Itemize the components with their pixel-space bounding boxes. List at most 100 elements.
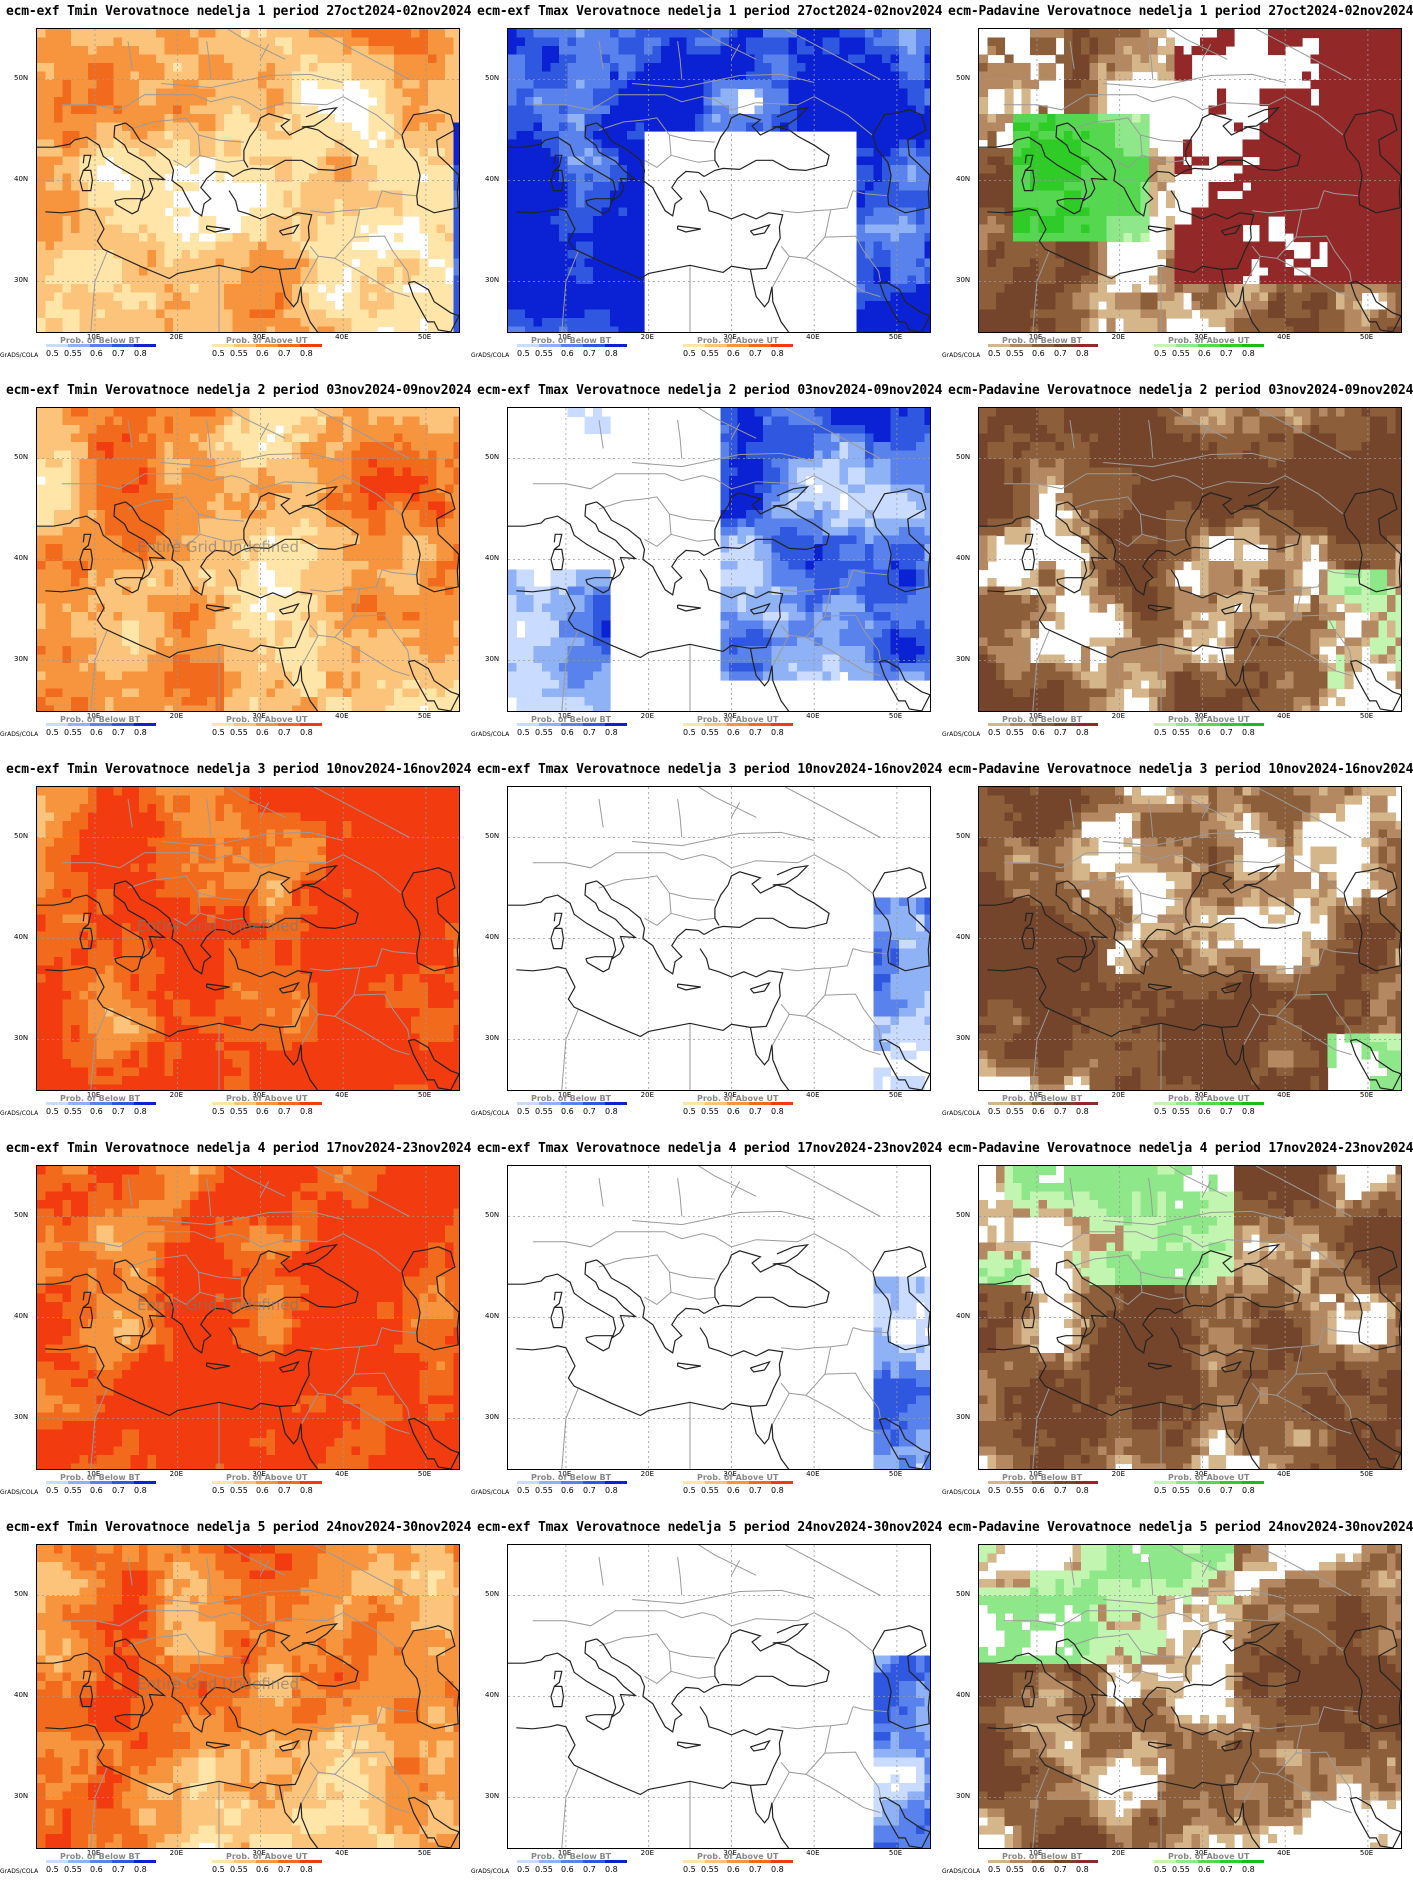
probability-cell — [627, 173, 637, 183]
panel-title: ecm-exf Tmin Verovatnoce nedelja 2 perio… — [6, 383, 471, 398]
probability-cell — [856, 173, 866, 183]
probability-cell — [351, 207, 361, 217]
probability-cell — [1242, 148, 1252, 158]
probability-cell — [996, 258, 1006, 268]
probability-cell — [453, 63, 459, 73]
probability-cell — [1225, 326, 1235, 332]
probability-cell — [559, 63, 569, 73]
probability-cell — [173, 284, 183, 294]
probability-cell — [508, 199, 518, 209]
probability-cell — [746, 80, 756, 90]
probability-cell — [542, 318, 552, 328]
probability-cell — [916, 190, 926, 200]
probability-cell — [1140, 233, 1150, 243]
probability-cell — [309, 105, 319, 115]
probability-cell — [139, 216, 149, 226]
probability-cell — [394, 309, 404, 319]
probability-cell — [258, 122, 268, 132]
probability-cell — [754, 37, 764, 47]
probability-cell — [1310, 250, 1320, 260]
probability-cell — [147, 318, 157, 328]
probability-cell — [1268, 29, 1278, 39]
probability-cell — [533, 233, 543, 243]
probability-cell — [343, 165, 353, 175]
probability-cell — [1370, 258, 1380, 268]
probability-cell — [453, 148, 459, 158]
probability-cell — [292, 292, 302, 302]
probability-cell — [207, 122, 217, 132]
probability-cell — [1344, 275, 1354, 285]
probability-cell — [147, 224, 157, 234]
coastline — [1067, 122, 1176, 217]
probability-cell — [317, 54, 327, 64]
probability-cell — [1225, 182, 1235, 192]
probability-cell — [627, 267, 637, 277]
probability-cell — [601, 292, 611, 302]
probability-cell — [899, 37, 909, 47]
probability-cell — [360, 173, 370, 183]
probability-cell — [635, 131, 645, 141]
probability-cell — [300, 433, 310, 443]
probability-cell — [916, 148, 926, 158]
probability-cell — [924, 173, 930, 183]
probability-cell — [618, 326, 628, 332]
probability-cell — [576, 173, 586, 183]
probability-cell — [147, 493, 157, 503]
probability-cell — [283, 105, 293, 115]
probability-cell — [1378, 292, 1388, 302]
probability-cell — [1038, 114, 1048, 124]
probability-cell — [1259, 122, 1269, 132]
probability-cell — [207, 37, 217, 47]
probability-cell — [678, 122, 688, 132]
probability-cell — [232, 148, 242, 158]
probability-cell — [525, 216, 535, 226]
probability-cell — [822, 29, 832, 39]
probability-cell — [156, 309, 166, 319]
probability-cell — [1149, 173, 1159, 183]
probability-cell — [411, 292, 421, 302]
probability-cell — [105, 484, 115, 494]
probability-cell — [533, 267, 543, 277]
probability-cell — [1310, 29, 1320, 39]
probability-cell — [377, 182, 387, 192]
probability-cell — [1344, 88, 1354, 98]
probability-cell — [436, 241, 446, 251]
probability-cell — [130, 156, 140, 166]
probability-cell — [1361, 258, 1371, 268]
probability-cell — [173, 476, 183, 486]
probability-cell — [96, 467, 106, 477]
probability-cell — [1081, 241, 1091, 251]
coastline — [979, 139, 1017, 148]
probability-cell — [1013, 233, 1023, 243]
probability-cell — [428, 459, 438, 469]
probability-cell — [292, 408, 302, 418]
probability-cell — [96, 318, 106, 328]
probability-cell — [618, 88, 628, 98]
probability-cell — [207, 275, 217, 285]
coastline — [1343, 109, 1401, 214]
probability-cell — [979, 54, 989, 64]
probability-cell — [436, 131, 446, 141]
probability-cell — [1106, 148, 1116, 158]
probability-cell — [224, 114, 234, 124]
probability-cell — [300, 216, 310, 226]
probability-cell — [601, 37, 611, 47]
probability-cell — [275, 54, 285, 64]
probability-cell — [1208, 258, 1218, 268]
probability-cell — [1047, 131, 1057, 141]
probability-cell — [627, 165, 637, 175]
probability-cell — [1268, 114, 1278, 124]
probability-cell — [190, 450, 200, 460]
probability-cell — [62, 258, 72, 268]
probability-cell — [550, 182, 560, 192]
probability-cell — [428, 442, 438, 452]
probability-cell — [1013, 241, 1023, 251]
probability-cell — [1115, 71, 1125, 81]
probability-cell — [317, 326, 327, 332]
probability-cell — [198, 476, 208, 486]
probability-cell — [533, 139, 543, 149]
probability-cell — [788, 114, 798, 124]
probability-cell — [1081, 326, 1091, 332]
probability-cell — [1225, 199, 1235, 209]
probability-cell — [232, 476, 242, 486]
